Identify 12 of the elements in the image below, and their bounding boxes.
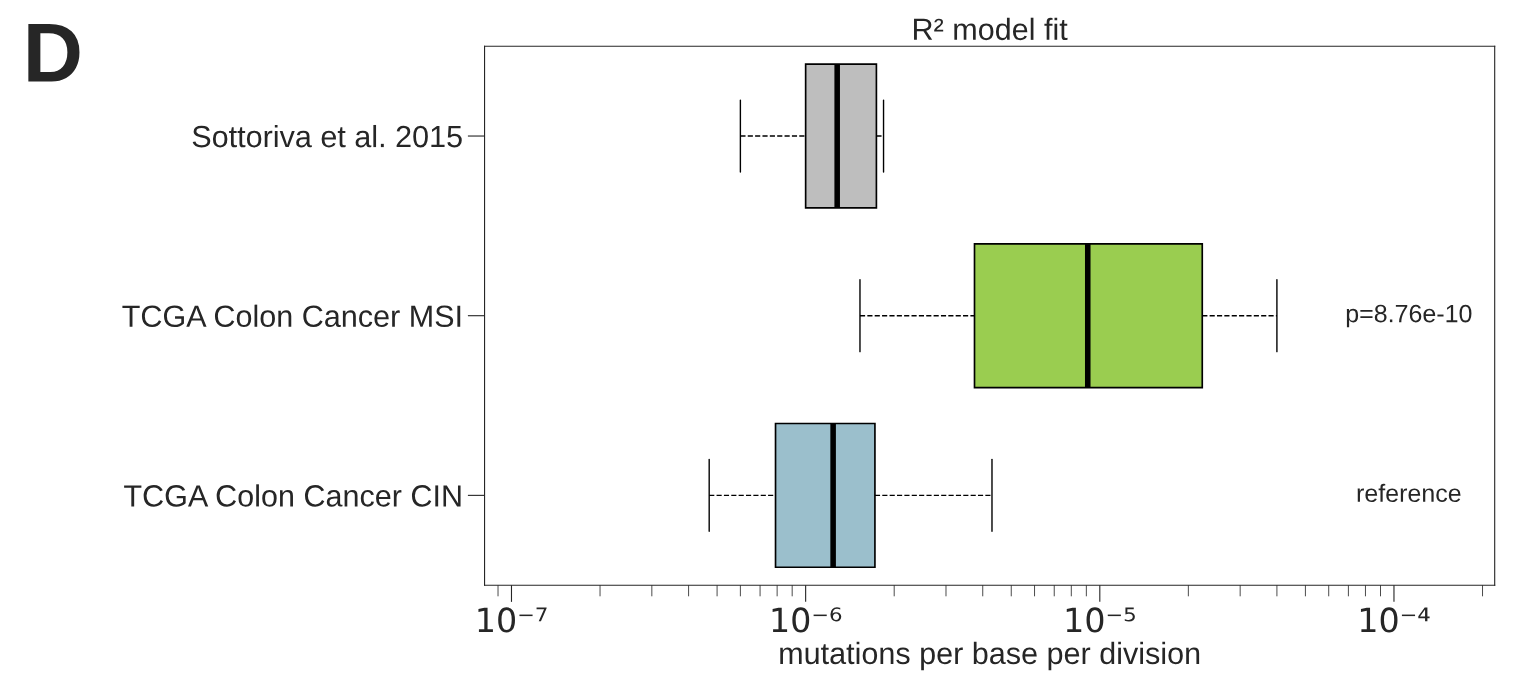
x-tick-label: 10⁻⁶ — [772, 607, 842, 633]
chart-title: R² model fit — [914, 17, 1068, 41]
y-tick-label: TCGA Colon Cancer CIN — [124, 484, 461, 507]
x-axis-title: mutations per base per division — [780, 641, 1200, 671]
x-tick-label: 10⁻⁵ — [1066, 607, 1135, 633]
annotation: reference — [1357, 483, 1461, 503]
y-tick-label: TCGA Colon Cancer MSI — [122, 304, 461, 328]
text: D — [28, 24, 80, 82]
x-tick-label: 10⁻⁷ — [478, 607, 547, 633]
y-tick-label: Sottoriva et al. 2015 — [192, 124, 462, 148]
x-tick-label: 10⁻⁴ — [1360, 607, 1430, 633]
annotation: p=8.76e-10 — [1346, 304, 1472, 328]
